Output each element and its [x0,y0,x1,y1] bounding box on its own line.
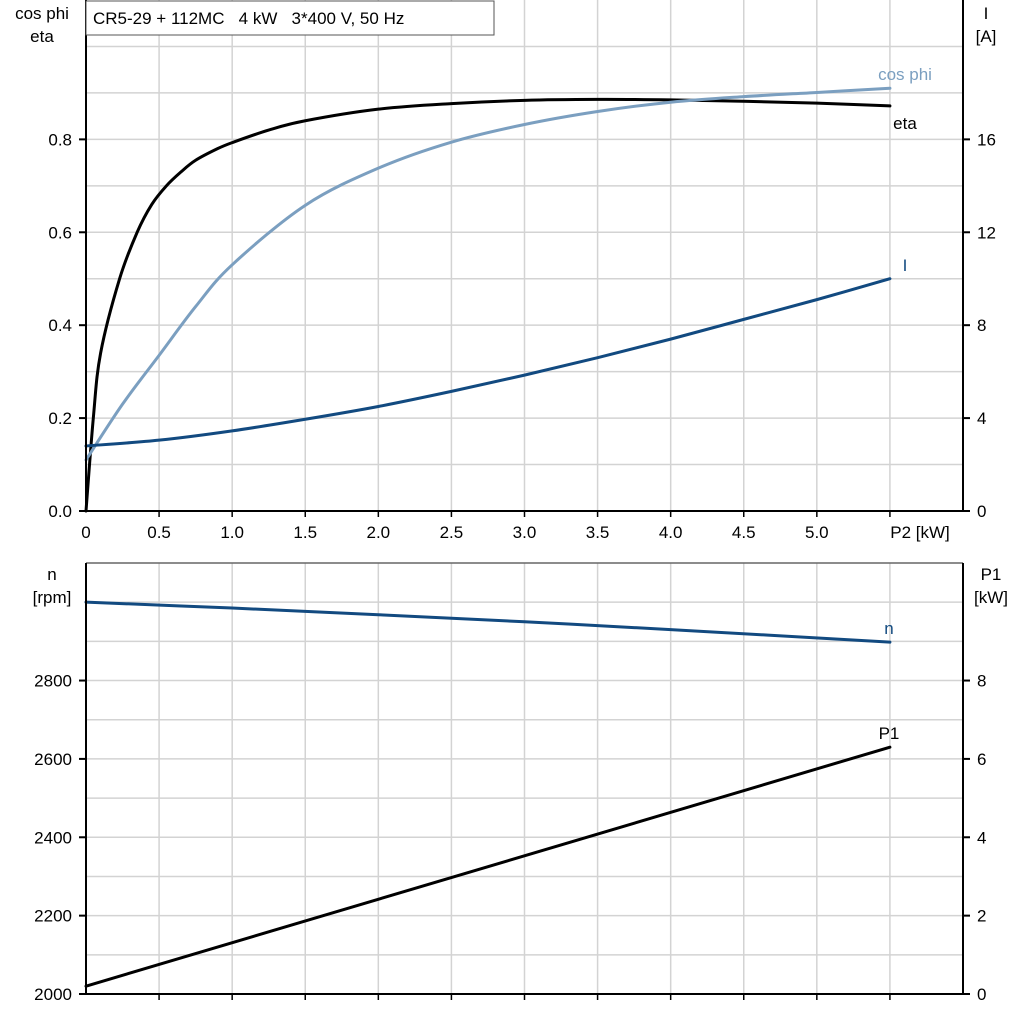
x-tick-label: 0 [81,523,90,542]
series-layer [84,86,892,988]
series-label-cos-phi: cos phi [878,65,932,84]
x-tick-label: 2.0 [367,523,391,542]
x-tick-label: 2.5 [440,523,464,542]
series-line-n [84,600,892,644]
bottom-right-tick-label: 4 [977,828,986,847]
top-right-ylabel-2: [A] [976,27,997,46]
bottom-right-ylabel-1: P1 [981,565,1002,584]
bottom-right-tick-label: 0 [977,985,986,1004]
top-right-ylabel-1: I [984,4,989,23]
bottom-left-tick-label: 2000 [34,985,72,1004]
axes-layer: 0.0 0.2 0.4 0.6 0.8 0 4 8 12 16 0 0.5 1.0 1.5 2.0 2.5 3.… [34,0,996,1004]
x-tick-label: 3.5 [586,523,610,542]
title-box [85,0,495,36]
x-tick-label: 0.5 [147,523,171,542]
top-left-tick-label: 0.8 [48,130,72,149]
series-line-cos-phi [84,86,892,462]
top-left-tick-label: 0.2 [48,409,72,428]
chart-title: CR5-29 + 112MC 4 kW 3*400 V, 50 Hz [93,9,404,28]
bottom-right-tick-label: 6 [977,750,986,769]
bottom-right-tick-label: 2 [977,907,986,926]
top-right-tick-label: 8 [977,316,986,335]
bottom-left-ylabel-1: n [47,565,56,584]
bottom-left-tick-label: 2200 [34,907,72,926]
bottom-left-ylabel-2: [rpm] [33,588,72,607]
top-left-tick-label: 0.0 [48,502,72,521]
x-tick-label: 1.0 [220,523,244,542]
bottom-right-ylabel-2: [kW] [974,588,1008,607]
x-tick-label: 4.5 [732,523,756,542]
series-line-p1 [84,745,892,988]
x-tick-label: 4.0 [659,523,683,542]
x-tick-label: 3.0 [513,523,537,542]
top-right-tick-label: 4 [977,409,986,428]
bottom-grid [86,563,963,994]
x-tick-label: 5.0 [805,523,829,542]
series-label-i: I [903,256,908,275]
top-right-tick-label: 12 [977,223,996,242]
top-right-tick-label: 0 [977,502,986,521]
bottom-left-tick-label: 2800 [34,672,72,691]
bottom-left-tick-label: 2600 [34,750,72,769]
labels-layer: CR5-29 + 112MC 4 kW 3*400 V, 50 Hz cos p… [15,0,1008,743]
series-label-p1: P1 [879,724,900,743]
series-label-n: n [884,619,893,638]
top-left-tick-label: 0.4 [48,316,72,335]
top-right-tick-label: 16 [977,130,996,149]
bottom-right-tick-label: 8 [977,672,986,691]
bottom-left-tick-label: 2400 [34,828,72,847]
top-left-ylabel-2: eta [30,27,54,46]
top-left-tick-label: 0.6 [48,223,72,242]
top-left-ylabel-1: cos phi [15,4,69,23]
series-line-eta [84,97,892,513]
x-tick-label: 1.5 [293,523,317,542]
series-label-eta: eta [893,114,917,133]
series-line-i [84,277,892,448]
x-axis-label: P2 [kW] [890,523,950,542]
top-grid [86,0,963,511]
